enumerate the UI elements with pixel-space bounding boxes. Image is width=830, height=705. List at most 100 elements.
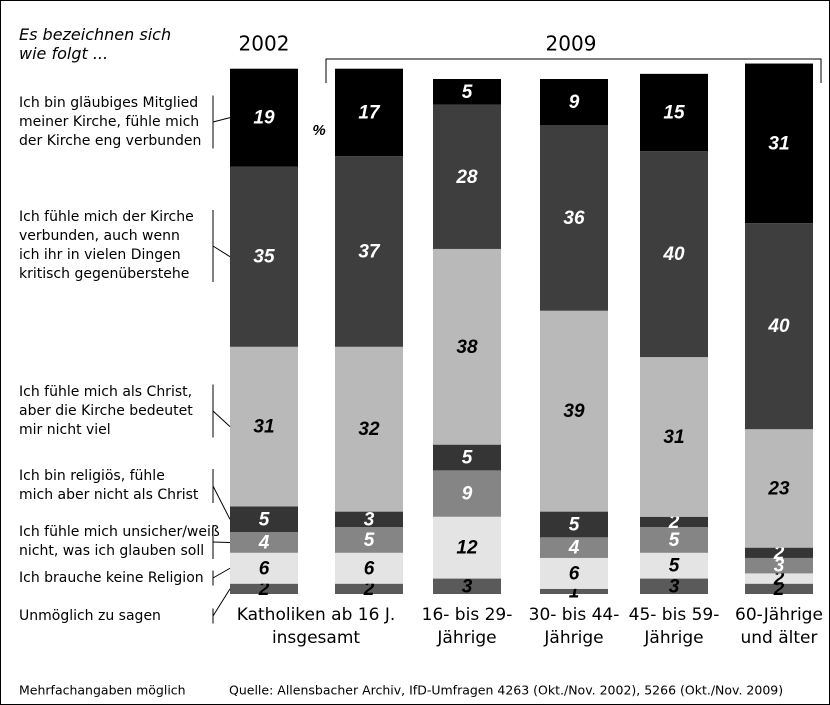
unit-label: % [312, 122, 325, 139]
value-label: 3 [462, 576, 473, 597]
value-label: 19 [253, 108, 275, 129]
value-label: 2 [258, 579, 270, 600]
value-label: 17 [358, 102, 381, 123]
legend-label: Ich fühle mich der Kirche verbunden, auc… [19, 209, 194, 282]
value-label: 5 [569, 514, 580, 535]
bar-segment [335, 583, 403, 594]
bar-segment [640, 527, 708, 553]
value-label: 6 [259, 558, 270, 579]
bar-segment [433, 516, 501, 579]
value-label: 39 [563, 401, 585, 422]
legend-leader [212, 541, 231, 543]
bar-segment [433, 444, 501, 471]
bar-segment [230, 166, 298, 347]
legend-leader [212, 410, 231, 427]
legend-label: Unmöglich zu sagen [19, 607, 161, 624]
x-tick-label: 30- bis 44- Jährige [528, 605, 620, 648]
bar-segment [640, 552, 708, 579]
value-label: 15 [663, 102, 685, 123]
x-tick-label: 16- bis 29- Jährige [421, 605, 513, 648]
bar-segment [745, 557, 813, 574]
value-label: 35 [253, 247, 275, 268]
bar-segment [335, 552, 403, 584]
bar-segment [433, 470, 501, 517]
value-label: 31 [663, 427, 684, 448]
value-label: 31 [253, 417, 274, 438]
bar-segment [230, 68, 298, 167]
value-label: 3 [669, 576, 680, 597]
value-label: 5 [462, 82, 473, 103]
group-label: Katholiken ab 16 J. insgesamt [236, 605, 396, 648]
legend-label: Ich fühle mich unsicher/weiß nicht, was … [19, 524, 220, 559]
value-label: 1 [569, 581, 580, 602]
value-label: 36 [563, 208, 585, 229]
bar-segment [745, 573, 813, 584]
legend-leader [212, 485, 231, 520]
bar-segment [540, 79, 608, 126]
value-label: 2 [773, 569, 785, 590]
bar-segment [433, 248, 501, 445]
bar-segment [640, 151, 708, 358]
bar-segment [745, 583, 813, 594]
bar-segment [745, 223, 813, 430]
bar-segment [433, 79, 501, 105]
bar-segment [540, 588, 608, 594]
value-label: 23 [767, 478, 790, 499]
value-label: 3 [364, 509, 375, 530]
value-label: 2 [668, 512, 680, 533]
year-label: 2002 [239, 32, 290, 56]
value-label: 28 [455, 167, 478, 188]
x-tick-label: 60-Jährige und älter [735, 605, 823, 648]
value-label: 37 [358, 242, 381, 263]
value-label: 9 [462, 484, 473, 505]
value-label: 5 [462, 448, 473, 469]
bar-segment [745, 547, 813, 558]
legend-label: Ich bin gläubiges Mitglied meiner Kirche… [19, 94, 202, 149]
footnote: Mehrfachangaben möglich [19, 683, 186, 698]
legend-leader [212, 117, 231, 123]
bar-segment [640, 516, 708, 528]
bar-segment [540, 537, 608, 558]
value-label: 2 [773, 579, 785, 600]
bar-segment [230, 506, 298, 533]
year-bracket [325, 58, 822, 83]
value-label: 5 [259, 509, 270, 530]
legend-label: Ich fühle mich als Christ, aber die Kirc… [19, 383, 193, 438]
bar-segment [335, 346, 403, 512]
value-label: 6 [364, 558, 375, 579]
value-label: 32 [358, 419, 380, 440]
bar-segment [640, 578, 708, 594]
value-label: 5 [364, 530, 375, 551]
legend-leader [212, 245, 231, 258]
x-tick-label: 45- bis 59- Jährige [628, 605, 720, 648]
value-label: 38 [456, 337, 478, 358]
bar-segment [745, 429, 813, 548]
bar-segment [335, 527, 403, 553]
bar-segment [745, 63, 813, 224]
value-label: 6 [569, 563, 580, 584]
value-label: 2 [363, 579, 375, 600]
bar-segment [433, 578, 501, 594]
value-label: 40 [767, 316, 790, 337]
value-label: 2 [773, 543, 785, 564]
value-label: 12 [456, 538, 478, 559]
bar-segment [335, 68, 403, 157]
bar-segment [335, 511, 403, 528]
bar-segment [540, 511, 608, 538]
year-label: 2009 [546, 32, 597, 56]
bar-segment [640, 73, 708, 152]
value-label: 4 [258, 533, 270, 554]
bar-segment [540, 310, 608, 512]
legend-leader [212, 567, 231, 579]
bar-segment [230, 552, 298, 584]
value-label: 4 [568, 538, 580, 559]
legend-label: Ich brauche keine Religion [19, 569, 204, 586]
bar-segment [640, 357, 708, 517]
heading: Es bezeichnen sich wie folgt ... [19, 25, 172, 63]
value-label: 9 [569, 92, 580, 113]
bar-segment [433, 104, 501, 249]
bar-segment [230, 346, 298, 507]
bar-segment [230, 532, 298, 553]
legend-leader [212, 588, 231, 617]
